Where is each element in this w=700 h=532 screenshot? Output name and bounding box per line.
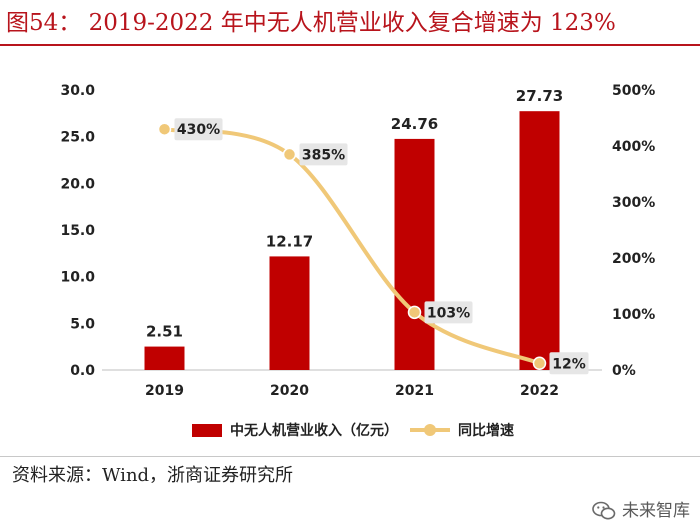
x-tick-label: 2020 — [270, 383, 309, 399]
growth-value-label: 385% — [302, 147, 345, 163]
y-left-tick-label: 10.0 — [60, 270, 95, 286]
legend-label-growth: 同比增速 — [458, 422, 514, 439]
axes-layer: 0.0 5.0 10.0 15.0 20.0 25.0 30.0 0% 100% 200% 300%… — [60, 83, 655, 399]
growth-marker — [532, 356, 547, 371]
title-divider — [0, 44, 700, 46]
bar — [269, 256, 310, 370]
y-left-tick-label: 0.0 — [70, 363, 95, 379]
source-divider — [0, 456, 700, 457]
growth-label-box — [174, 118, 223, 141]
y-right-tick-label: 500% — [612, 83, 655, 99]
growth-label-box — [424, 301, 473, 324]
watermark: 未来智库 — [592, 498, 690, 524]
y-right-tick-label: 400% — [612, 139, 655, 155]
growth-value-label: 12% — [552, 356, 586, 372]
chart-title: 图54： 2019-2022 年中无人机营业收入复合增速为 123% — [6, 10, 616, 36]
y-left-tick-label: 20.0 — [60, 176, 95, 192]
y-left-tick-label: 5.0 — [70, 316, 95, 332]
legend-label-revenue: 中无人机营业收入（亿元） — [230, 422, 398, 439]
bar-value-label: 2.51 — [146, 323, 183, 341]
source-note: 资料来源：Wind，浙商证券研究所 — [12, 465, 294, 486]
bar-value-label: 27.73 — [516, 87, 563, 105]
bar-value-label: 12.17 — [266, 232, 313, 250]
bars-layer: 2.51 12.17 24.76 27.73 — [144, 87, 563, 370]
y-left-tick-label: 30.0 — [60, 83, 95, 99]
y-right-tick-label: 100% — [612, 307, 655, 323]
line-layer: 430% 385% 103% 12% — [157, 118, 589, 375]
bar-value-label: 24.76 — [391, 115, 438, 133]
growth-marker — [157, 122, 172, 136]
x-tick-label: 2019 — [145, 383, 184, 399]
y-left-tick-label: 25.0 — [60, 130, 95, 146]
legend-swatch-revenue — [192, 424, 222, 437]
chart: 0.0 5.0 10.0 15.0 20.0 25.0 30.0 0% 100% 200% 300%… — [60, 83, 655, 439]
y-right-tick-label: 300% — [612, 195, 655, 211]
bar — [394, 138, 435, 370]
growth-value-label: 430% — [177, 122, 220, 138]
bar — [144, 346, 185, 370]
x-tick-label: 2021 — [395, 383, 434, 399]
growth-marker — [282, 147, 297, 162]
growth-value-label: 103% — [427, 305, 470, 321]
growth-marker — [407, 305, 422, 320]
growth-label-box — [549, 352, 589, 375]
wechat-icon — [592, 501, 616, 520]
y-right-tick-label: 200% — [612, 251, 655, 267]
legend-marker-growth — [424, 424, 436, 436]
growth-line — [162, 127, 542, 366]
y-right-tick-label: 0% — [612, 363, 636, 379]
watermark-text: 未来智库 — [622, 501, 690, 521]
x-tick-label: 2022 — [520, 383, 559, 399]
legend: 中无人机营业收入（亿元） 同比增速 — [192, 422, 514, 439]
growth-label-box — [299, 143, 348, 166]
y-left-tick-label: 15.0 — [60, 223, 95, 239]
bar — [519, 111, 560, 370]
